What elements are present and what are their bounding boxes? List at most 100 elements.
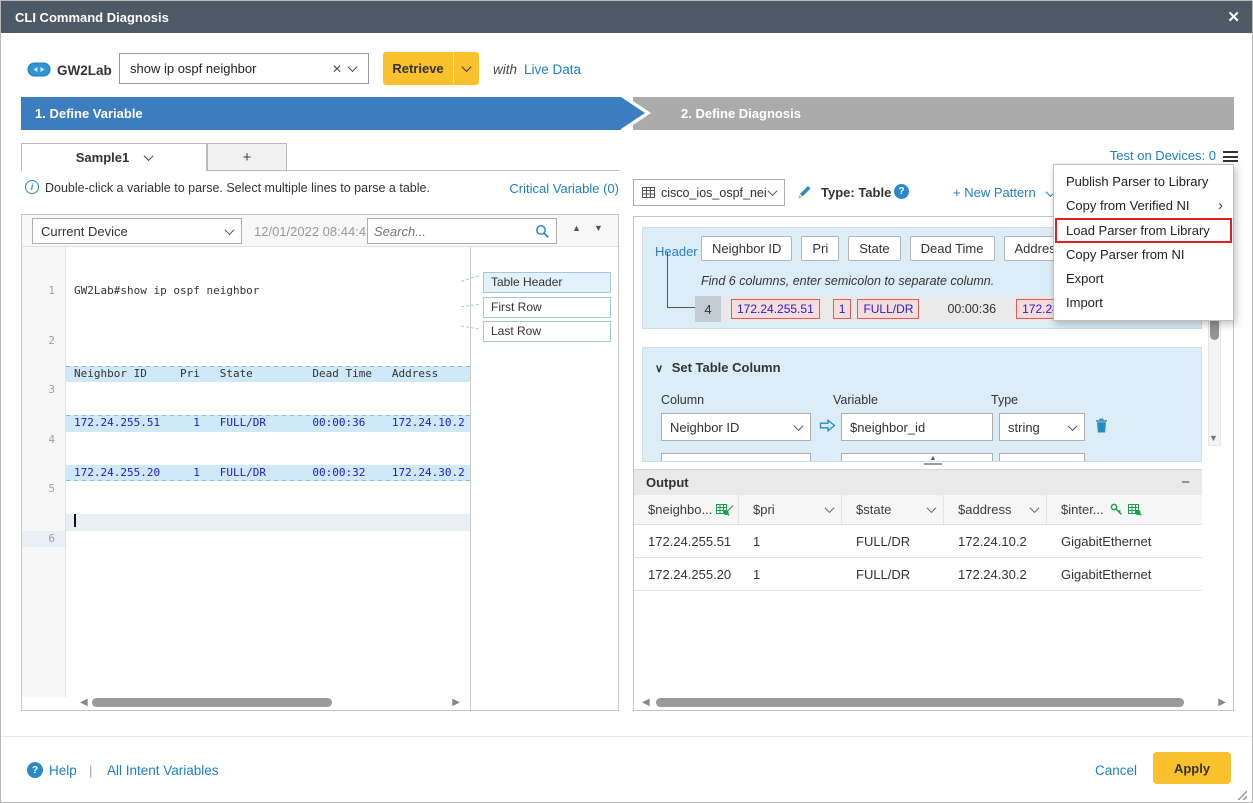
scroll-right-icon[interactable]: ▶	[1218, 697, 1226, 708]
column-select-value: Neighbor ID	[670, 420, 739, 435]
search-icon[interactable]	[535, 224, 550, 239]
with-label: with	[493, 62, 517, 77]
variable-input-row2-partial[interactable]	[841, 453, 993, 462]
chevron-down-icon	[1068, 421, 1078, 431]
live-data-link[interactable]: Live Data	[524, 62, 581, 77]
critical-variable-link[interactable]: Critical Variable (0)	[401, 181, 619, 196]
type-select-row2-partial[interactable]	[999, 453, 1085, 462]
router-device-icon	[27, 61, 51, 81]
menu-item-copy-from-verified-ni[interactable]: Copy from Verified NI ›	[1054, 194, 1233, 218]
table-parser-icon	[642, 187, 655, 198]
close-icon[interactable]: ✕	[1227, 8, 1240, 26]
editor-toolbar: Current Device 12/01/2022 08:44:42 PM ▲ …	[22, 215, 618, 247]
scroll-left-icon[interactable]: ◀	[80, 697, 88, 708]
scroll-left-icon[interactable]: ◀	[642, 697, 650, 708]
resize-grip[interactable]	[1237, 790, 1247, 800]
output-cell: 172.24.30.2	[944, 558, 1047, 590]
menu-item-load-parser-from-library[interactable]: Load Parser from Library	[1055, 218, 1232, 243]
pattern-column-chips: Neighbor ID Pri State Dead Time Address	[701, 236, 1073, 261]
tab-sample1[interactable]: Sample1	[21, 143, 207, 171]
chip-dead-time[interactable]: Dead Time	[910, 236, 995, 261]
apply-button[interactable]: Apply	[1153, 752, 1231, 784]
tab-add-sample[interactable]: +	[207, 143, 287, 171]
command-history-chevron-icon[interactable]	[348, 62, 358, 72]
tag-table-header[interactable]: Table Header	[483, 272, 611, 293]
output-hscrollbar: ◀ ▶	[642, 694, 1226, 710]
command-input[interactable]	[120, 61, 325, 76]
info-icon: i	[25, 180, 39, 194]
menu-item-export[interactable]: Export	[1054, 267, 1233, 291]
column-select[interactable]: Neighbor ID	[661, 413, 811, 441]
line-number: 5	[22, 481, 55, 498]
chip-pri[interactable]: Pri	[801, 236, 839, 261]
output-col-neighbor[interactable]: $neighbo...	[634, 495, 739, 524]
line-number: 2	[22, 333, 55, 350]
chevron-down-icon	[768, 186, 778, 196]
data-source-select[interactable]: Current Device	[32, 218, 242, 244]
retrieve-button[interactable]: Retrieve	[383, 61, 453, 76]
type-header-label: Type	[991, 393, 1018, 407]
editor-hscroll-thumb[interactable]	[92, 698, 332, 707]
chip-neighbor-id[interactable]: Neighbor ID	[701, 236, 792, 261]
all-intent-variables-link[interactable]: All Intent Variables	[107, 763, 219, 778]
hamburger-menu-icon[interactable]	[1223, 151, 1238, 162]
chip-state[interactable]: State	[848, 236, 900, 261]
collapse-chevron-icon: ∨	[655, 363, 663, 375]
step-define-diagnosis[interactable]: 2. Define Diagnosis	[633, 97, 1234, 130]
tag-last-row[interactable]: Last Row	[483, 321, 611, 342]
parser-select[interactable]: cisco_ios_ospf_nei	[633, 179, 785, 206]
search-prev-icon[interactable]: ▲	[572, 223, 581, 233]
column-header-label: Column	[661, 393, 704, 407]
set-table-column-title: Set Table Column	[672, 360, 781, 375]
output-collapse-handle[interactable]: ▲	[918, 455, 948, 465]
output-cell: 172.24.255.51	[634, 525, 739, 557]
menu-item-copy-parser-from-ni[interactable]: Copy Parser from NI	[1054, 243, 1233, 267]
step-define-variable[interactable]: 1. Define Variable	[21, 97, 621, 130]
test-on-devices-link[interactable]: Test on Devices: 0	[1001, 148, 1216, 163]
output-col-label: $pri	[753, 502, 775, 517]
output-minimize-icon[interactable]: −	[1181, 474, 1190, 491]
scroll-down-icon[interactable]: ▼	[1209, 433, 1218, 443]
variable-input-value: $neighbor_id	[850, 420, 925, 435]
map-arrow-icon	[819, 418, 836, 433]
type-help-icon[interactable]: ?	[894, 184, 909, 199]
dialog-title: CLI Command Diagnosis	[15, 10, 169, 25]
cancel-button[interactable]: Cancel	[1095, 763, 1137, 778]
output-col-pri[interactable]: $pri	[739, 495, 842, 524]
line-number: 3	[22, 382, 55, 399]
cli-output-editor[interactable]: GW2Lab#show ip ospf neighbor Neighbor ID…	[66, 247, 470, 697]
help-link[interactable]: Help	[49, 763, 77, 778]
editor-hscrollbar: ◀ ▶	[66, 694, 470, 710]
output-row: 172.24.255.511FULL/DR172.24.10.2GigabitE…	[634, 525, 1202, 558]
delete-column-trash-icon[interactable]	[1095, 418, 1108, 433]
column-select-row2-partial[interactable]	[661, 453, 811, 462]
output-col-state[interactable]: $state	[842, 495, 944, 524]
output-hscroll-thumb[interactable]	[656, 698, 1184, 707]
table-key-icon	[1128, 504, 1142, 516]
variable-input[interactable]: $neighbor_id	[841, 413, 993, 441]
edit-parser-pencil-icon[interactable]	[797, 184, 813, 200]
chevron-down-icon	[144, 151, 154, 161]
token-neighbor-id[interactable]: 172.24.255.51	[731, 299, 820, 319]
scroll-right-icon[interactable]: ▶	[452, 697, 460, 708]
menu-item-import[interactable]: Import	[1054, 291, 1233, 315]
set-table-column-collapse[interactable]: ∨ Set Table Column	[655, 360, 781, 375]
retrieve-dropdown[interactable]	[453, 52, 479, 85]
token-dead-time[interactable]: 00:00:36	[947, 302, 996, 316]
token-pri[interactable]: 1	[833, 299, 852, 319]
search-next-icon[interactable]: ▼	[594, 223, 603, 233]
code-line: GW2Lab#show ip ospf neighbor	[74, 283, 470, 300]
clear-command-icon[interactable]: ✕	[325, 62, 349, 76]
tag-first-row[interactable]: First Row	[483, 297, 611, 318]
output-title: Output	[646, 475, 689, 490]
set-table-column-panel: ∨ Set Table Column Column Variable Type …	[642, 347, 1202, 462]
token-state[interactable]: FULL/DR	[857, 299, 919, 319]
output-col-address[interactable]: $address	[944, 495, 1047, 524]
menu-item-publish-parser[interactable]: Publish Parser to Library	[1054, 170, 1233, 194]
new-pattern-link[interactable]: + New Pattern	[953, 185, 1054, 200]
output-col-interface[interactable]: $inter...	[1047, 495, 1202, 524]
type-select[interactable]: string	[999, 413, 1085, 441]
output-cell: 1	[739, 558, 842, 590]
search-input[interactable]	[374, 224, 535, 239]
device-name-label: GW2Lab	[57, 63, 112, 78]
